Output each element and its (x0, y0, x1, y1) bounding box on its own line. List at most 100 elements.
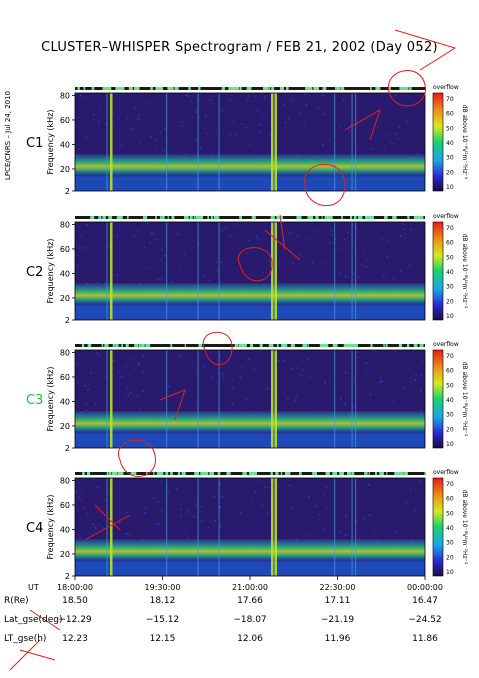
vertical-burst (218, 350, 220, 448)
noise-pixel (221, 372, 224, 375)
mode-strip-segment (252, 472, 257, 475)
noise-pixel (308, 237, 311, 239)
noise-pixel (234, 133, 237, 136)
mode-strip-segment (419, 344, 424, 347)
noise-pixel (181, 124, 184, 127)
y-axis-label: Frequency (kHz) (46, 239, 55, 304)
noise-pixel (157, 278, 160, 281)
noise-pixel (255, 95, 257, 98)
noise-pixel (264, 486, 266, 489)
mode-strip-segment (199, 216, 203, 219)
vertical-burst (197, 478, 199, 576)
mode-strip-segment (319, 344, 324, 347)
colorbar-tick-label: 50 (446, 510, 454, 517)
noise-pixel (278, 281, 281, 284)
noise-pixel (371, 148, 374, 150)
mode-strip-segment (328, 216, 333, 219)
noise-pixel (248, 95, 250, 97)
noise-pixel (345, 534, 347, 537)
mode-strip-segment (399, 472, 403, 475)
noise-pixel (104, 499, 106, 502)
colorbar-tick-label: 70 (446, 353, 454, 360)
noise-pixel (257, 481, 260, 483)
noise-pixel (282, 359, 285, 362)
panel-frame (74, 349, 426, 449)
vertical-burst (355, 93, 357, 191)
noise-pixel (417, 152, 419, 155)
mode-strip-segment (181, 472, 186, 475)
noise-pixel (207, 132, 209, 135)
mode-strip-segment (407, 216, 409, 219)
mode-strip-segment (118, 87, 123, 90)
noise-pixel (129, 128, 132, 130)
noise-pixel (137, 364, 139, 366)
noise-pixel (134, 107, 136, 110)
noise-pixel (242, 123, 244, 125)
emission-band (75, 411, 425, 434)
vertical-burst (166, 222, 168, 320)
mode-strip-segment (121, 344, 123, 347)
ephemeris-value: −21.19 (320, 615, 355, 625)
noise-pixel (290, 124, 292, 127)
vertical-burst (110, 222, 113, 320)
mode-strip-segment (386, 472, 388, 475)
noise-pixel (80, 536, 83, 539)
noise-pixel (195, 111, 198, 113)
noise-pixel (159, 481, 161, 484)
colorbar-tick-label: 10 (446, 441, 454, 448)
noise-pixel (210, 351, 212, 353)
mode-strip-segment (346, 344, 352, 347)
mode-strip-segment (232, 87, 236, 90)
mode-strip-segment (392, 216, 397, 219)
noise-pixel (374, 350, 376, 352)
mode-strip-segment (350, 216, 353, 219)
mode-strip-segment (209, 472, 215, 475)
noise-pixel (84, 385, 86, 387)
mode-strip-segment (83, 87, 86, 90)
noise-pixel (219, 506, 221, 508)
mode-strip-segment (351, 472, 355, 475)
mode-strip-segment (290, 344, 295, 347)
vertical-burst (271, 478, 274, 576)
mode-strip-segment (102, 216, 106, 219)
noise-pixel (402, 387, 405, 390)
noise-pixel (256, 110, 259, 113)
mode-strip-segment (270, 472, 273, 475)
noise-pixel (95, 511, 97, 513)
noise-pixel (108, 492, 111, 495)
noise-pixel (160, 259, 162, 262)
noise-pixel (80, 234, 83, 237)
colorbar-tick-label: 10 (446, 184, 454, 191)
noise-pixel (77, 364, 80, 366)
mode-strip-segment (108, 472, 112, 475)
noise-pixel (164, 254, 166, 257)
y-tick-label: 40 (60, 397, 70, 406)
mode-strip-segment (195, 472, 200, 475)
vertical-burst (110, 350, 113, 448)
colorbar (432, 221, 444, 321)
noise-pixel (178, 269, 181, 271)
noise-pixel (353, 272, 356, 275)
noise-pixel (215, 130, 218, 132)
noise-pixel (291, 232, 294, 234)
noise-pixel (394, 350, 396, 352)
mode-strip-segment (174, 87, 179, 90)
noise-pixel (322, 528, 325, 531)
mode-strip-segment (249, 472, 253, 475)
noise-pixel (267, 388, 269, 390)
colorbar-label: dB above 10⁻⁸V²m⁻²Hz⁻¹ (461, 362, 468, 437)
colorbar-tick-label: 50 (446, 382, 454, 389)
x-tick-label: 18:00:00 (57, 583, 93, 592)
noise-pixel (87, 388, 90, 391)
noise-pixel (143, 246, 146, 248)
noise-pixel (196, 402, 199, 405)
mode-strip-segment (271, 87, 275, 90)
red-handwriting-overlay (9, 29, 457, 671)
noise-pixel (204, 127, 206, 129)
mode-strip-segment (146, 472, 148, 475)
noise-pixel (392, 142, 394, 145)
noise-pixel (145, 507, 147, 510)
noise-pixel (249, 144, 251, 147)
mode-strip-segment (259, 344, 263, 347)
mode-strip-segment (210, 216, 213, 219)
